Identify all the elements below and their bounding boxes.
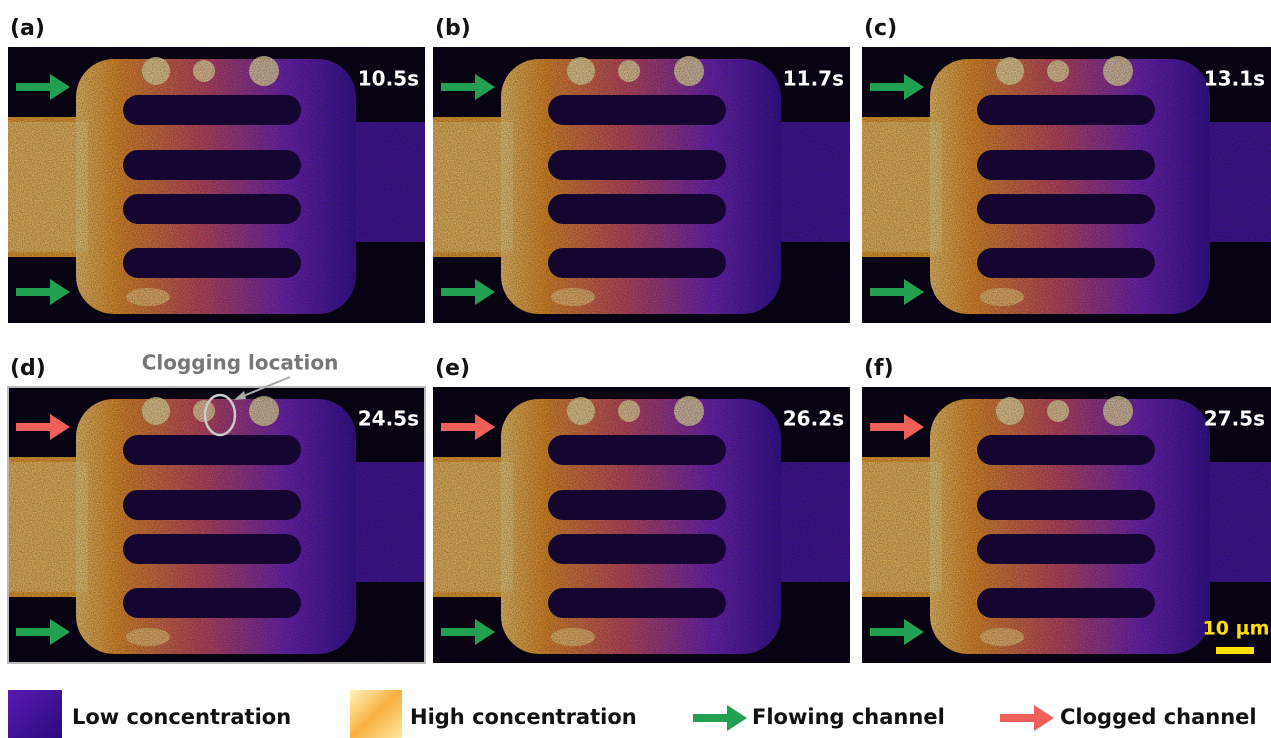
- panel-label: (a): [10, 16, 45, 41]
- slot: [548, 95, 726, 125]
- slot: [548, 248, 726, 278]
- legend-label: Flowing channel: [752, 705, 945, 729]
- slot: [548, 588, 726, 618]
- time-stamp: 13.1s: [1204, 67, 1265, 91]
- time-stamp: 11.7s: [783, 67, 844, 91]
- scale-bar: [1216, 647, 1254, 654]
- panel-label: (e): [435, 356, 470, 381]
- slot: [123, 490, 301, 520]
- micrograph: 13.1s: [862, 47, 1271, 323]
- panel-label: (b): [435, 16, 471, 41]
- time-stamp: 27.5s: [1204, 407, 1265, 431]
- slot: [123, 248, 301, 278]
- slot: [123, 588, 301, 618]
- slot: [548, 490, 726, 520]
- slot: [123, 435, 301, 465]
- panel-label: (d): [10, 356, 46, 381]
- figure: (a) 10.5s (b) 11.7s (c) 13.1s (d) 24.5s Clogging…: [0, 0, 1271, 738]
- annotation: Clogging location: [142, 351, 339, 375]
- legend-label: High concentration: [410, 705, 637, 729]
- time-stamp: 10.5s: [358, 67, 419, 91]
- slot: [977, 150, 1155, 180]
- slot: [977, 534, 1155, 564]
- scale-bar-label: 10 µm: [1203, 618, 1270, 640]
- slot: [977, 435, 1155, 465]
- slot: [123, 534, 301, 564]
- panels: (a) 10.5s (b) 11.7s (c) 13.1s (d) 24.5s Clogging…: [8, 16, 1271, 663]
- legend: Low concentration High concentration Flowi…: [8, 690, 1257, 738]
- low-swatch: [8, 690, 62, 738]
- micrograph: 11.7s: [433, 47, 850, 323]
- high-swatch: [350, 690, 402, 738]
- slot: [123, 95, 301, 125]
- panel-label: (c): [864, 16, 897, 41]
- micrograph: 26.2s: [433, 387, 850, 663]
- legend-label: Low concentration: [72, 705, 291, 729]
- slot: [123, 194, 301, 224]
- slot: [548, 534, 726, 564]
- arrow: [693, 705, 747, 731]
- slot: [548, 150, 726, 180]
- legend-label: Clogged channel: [1060, 705, 1257, 729]
- micrograph: 10.5s: [8, 47, 425, 323]
- panel-label: (f): [864, 356, 894, 381]
- slot: [977, 95, 1155, 125]
- slot: [548, 194, 726, 224]
- slot: [977, 248, 1155, 278]
- slot: [977, 490, 1155, 520]
- slot: [977, 194, 1155, 224]
- slot: [123, 150, 301, 180]
- micrograph: 24.5s: [8, 377, 425, 663]
- time-stamp: 26.2s: [783, 407, 844, 431]
- time-stamp: 24.5s: [358, 407, 419, 431]
- micrograph: 27.5s 10 µm: [862, 387, 1271, 663]
- slot: [977, 588, 1155, 618]
- arrow: [1000, 705, 1054, 731]
- slot: [548, 435, 726, 465]
